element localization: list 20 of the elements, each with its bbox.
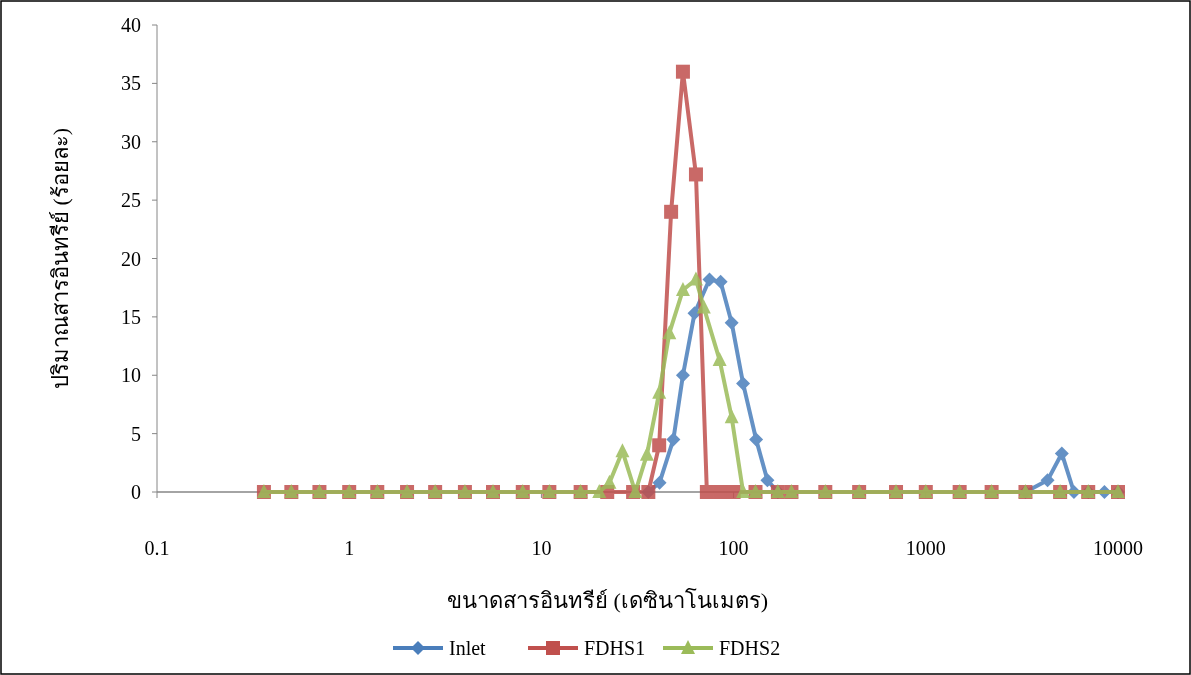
x-tick-label: 100 [718,537,749,559]
x-tick-label: 1000 [905,537,946,559]
legend-label: Inlet [449,637,487,659]
y-tick-label: 35 [121,72,141,95]
legend-label: FDHS1 [584,637,646,659]
y-tick-label: 25 [121,189,141,212]
y-axis-title: ปริมาณสารอินทรีย์ (ร้อยละ) [48,127,73,390]
y-tick-label: 5 [131,422,141,445]
y-tick-label: 20 [121,247,141,270]
x-tick-label: 0.1 [144,537,170,559]
legend-label: FDHS2 [719,637,781,659]
y-tick-label: 0 [131,481,141,503]
y-tick-label: 30 [121,130,141,153]
x-axis-title: ขนาดสารอินทรีย์ (เดซินาโนเมตร) [446,588,769,613]
x-tick-label: 10000 [1093,537,1143,559]
y-tick-label: 10 [121,364,141,387]
x-tick-label: 1 [344,537,355,559]
x-tick-label: 10 [531,537,552,559]
y-tick-label: 40 [121,14,141,36]
y-tick-label: 15 [121,305,141,328]
